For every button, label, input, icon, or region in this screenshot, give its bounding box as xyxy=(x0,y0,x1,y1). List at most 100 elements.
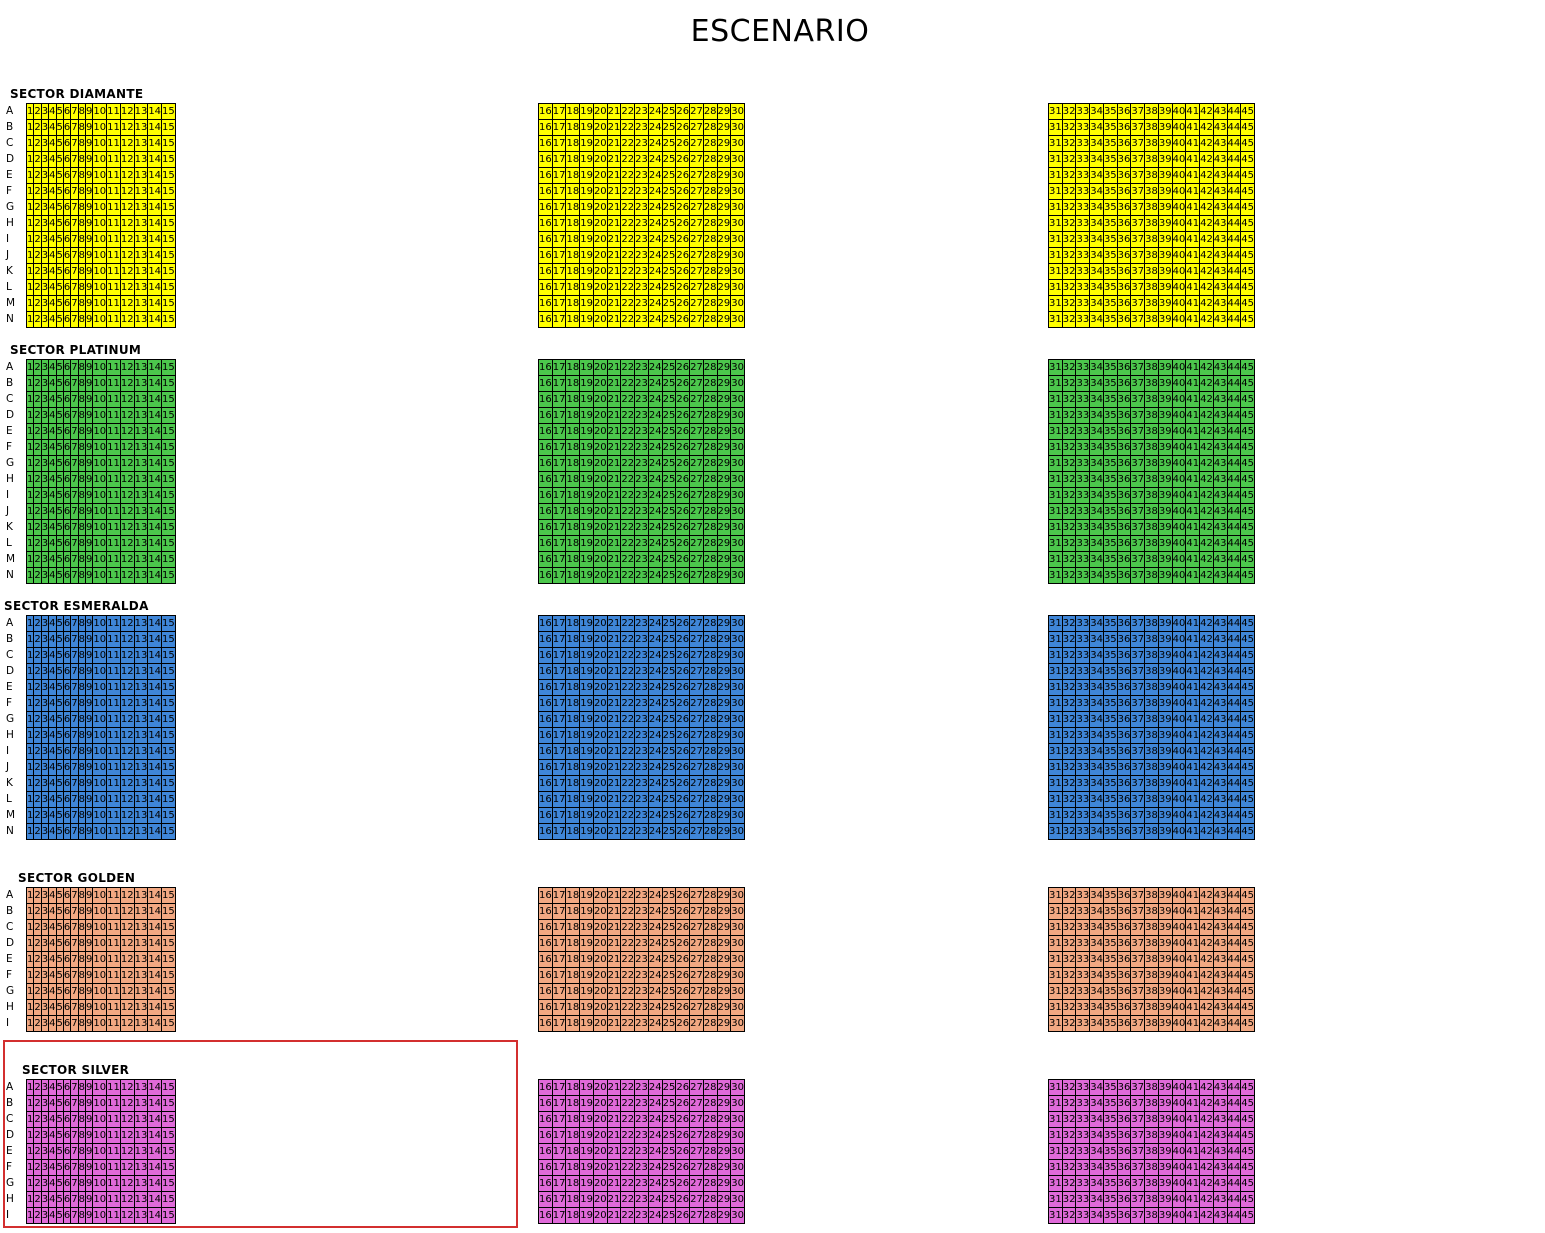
seat[interactable]: 24 xyxy=(647,647,663,664)
seat[interactable]: 20 xyxy=(592,535,608,552)
seat[interactable]: 19 xyxy=(579,615,594,632)
seat[interactable]: 10 xyxy=(92,935,108,952)
seat[interactable]: 20 xyxy=(592,279,608,296)
seat[interactable]: 32 xyxy=(1061,775,1077,792)
seat[interactable]: 37 xyxy=(1130,263,1146,280)
seat[interactable]: 33 xyxy=(1075,823,1091,840)
seat[interactable]: 30 xyxy=(730,1015,746,1032)
seat[interactable]: 22 xyxy=(620,471,636,488)
seat[interactable]: 43 xyxy=(1212,935,1228,952)
seat[interactable]: 37 xyxy=(1130,487,1146,504)
seat[interactable]: 15 xyxy=(161,535,176,552)
seat[interactable]: 36 xyxy=(1116,439,1132,456)
seat[interactable]: 34 xyxy=(1089,615,1104,632)
seat[interactable]: 29 xyxy=(716,231,732,248)
seat[interactable]: 9 xyxy=(84,231,94,248)
seat[interactable]: 21 xyxy=(606,199,622,216)
seat[interactable]: 6 xyxy=(62,103,72,120)
seat[interactable]: 32 xyxy=(1061,503,1077,520)
seat[interactable]: 2 xyxy=(33,279,42,296)
seat[interactable]: 43 xyxy=(1212,615,1228,632)
seat[interactable]: 27 xyxy=(689,1111,704,1128)
seat[interactable]: 11 xyxy=(106,1095,121,1112)
seat[interactable]: 8 xyxy=(77,215,87,232)
seat[interactable]: 28 xyxy=(702,1175,718,1192)
seat[interactable]: 30 xyxy=(730,407,746,424)
seat[interactable]: 34 xyxy=(1089,503,1104,520)
seat[interactable]: 45 xyxy=(1240,935,1256,952)
seat[interactable]: 11 xyxy=(106,711,121,728)
seat[interactable]: 40 xyxy=(1171,807,1187,824)
seat[interactable]: 1 xyxy=(25,183,35,200)
seat[interactable]: 9 xyxy=(84,951,94,968)
seat[interactable]: 1 xyxy=(25,983,35,1000)
seat[interactable]: 2 xyxy=(33,999,42,1016)
seat[interactable]: 41 xyxy=(1185,823,1201,840)
seat[interactable]: 24 xyxy=(647,231,663,248)
seat[interactable]: 15 xyxy=(161,1015,176,1032)
seat[interactable]: 39 xyxy=(1157,999,1173,1016)
seat[interactable]: 9 xyxy=(84,759,94,776)
seat[interactable]: 16 xyxy=(538,135,553,152)
seat[interactable]: 7 xyxy=(70,935,79,952)
seat[interactable]: 38 xyxy=(1144,535,1159,552)
seat[interactable]: 1 xyxy=(25,711,35,728)
seat[interactable]: 15 xyxy=(161,247,176,264)
seat[interactable]: 11 xyxy=(106,647,121,664)
seat[interactable]: 3 xyxy=(40,727,50,744)
seat[interactable]: 19 xyxy=(579,663,594,680)
seat[interactable]: 36 xyxy=(1116,263,1132,280)
seat[interactable]: 2 xyxy=(33,647,42,664)
seat[interactable]: 6 xyxy=(62,663,72,680)
seat[interactable]: 32 xyxy=(1061,423,1077,440)
seat[interactable]: 45 xyxy=(1240,663,1256,680)
seat[interactable]: 26 xyxy=(675,199,691,216)
seat[interactable]: 36 xyxy=(1116,983,1132,1000)
seat[interactable]: 29 xyxy=(716,215,732,232)
seat[interactable]: 29 xyxy=(716,647,732,664)
seat[interactable]: 25 xyxy=(661,1159,677,1176)
seat[interactable]: 3 xyxy=(40,1015,50,1032)
seat[interactable]: 29 xyxy=(716,1015,732,1032)
seat[interactable]: 30 xyxy=(730,759,746,776)
seat[interactable]: 15 xyxy=(161,103,176,120)
seat[interactable]: 44 xyxy=(1226,295,1242,312)
seat[interactable]: 40 xyxy=(1171,983,1187,1000)
seat[interactable]: 6 xyxy=(62,807,72,824)
seat[interactable]: 39 xyxy=(1157,471,1173,488)
seat[interactable]: 17 xyxy=(551,135,567,152)
seat[interactable]: 43 xyxy=(1212,359,1228,376)
seat[interactable]: 37 xyxy=(1130,919,1146,936)
seat[interactable]: 14 xyxy=(147,103,163,120)
seat[interactable]: 6 xyxy=(62,1207,72,1224)
seat[interactable]: 2 xyxy=(33,567,42,584)
seat[interactable]: 26 xyxy=(675,375,691,392)
seat[interactable]: 43 xyxy=(1212,215,1228,232)
seat[interactable]: 18 xyxy=(565,135,581,152)
seat[interactable]: 20 xyxy=(592,423,608,440)
seat[interactable]: 36 xyxy=(1116,183,1132,200)
seat[interactable]: 28 xyxy=(702,967,718,984)
seat[interactable]: 19 xyxy=(579,423,594,440)
seat[interactable]: 45 xyxy=(1240,887,1256,904)
seat[interactable]: 2 xyxy=(33,119,42,136)
seat[interactable]: 26 xyxy=(675,823,691,840)
seat[interactable]: 42 xyxy=(1199,615,1214,632)
seat[interactable]: 36 xyxy=(1116,199,1132,216)
seat[interactable]: 7 xyxy=(70,231,79,248)
seat[interactable]: 4 xyxy=(48,1015,57,1032)
seat[interactable]: 4 xyxy=(48,727,57,744)
seat[interactable]: 31 xyxy=(1048,375,1063,392)
seat[interactable]: 10 xyxy=(92,455,108,472)
seat[interactable]: 30 xyxy=(730,391,746,408)
seat[interactable]: 40 xyxy=(1171,631,1187,648)
seat[interactable]: 15 xyxy=(161,407,176,424)
seat[interactable]: 19 xyxy=(579,903,594,920)
seat[interactable]: 23 xyxy=(634,567,649,584)
seat[interactable]: 29 xyxy=(716,103,732,120)
seat[interactable]: 39 xyxy=(1157,1095,1173,1112)
seat[interactable]: 20 xyxy=(592,887,608,904)
seat[interactable]: 7 xyxy=(70,1015,79,1032)
seat[interactable]: 4 xyxy=(48,439,57,456)
seat[interactable]: 33 xyxy=(1075,919,1091,936)
